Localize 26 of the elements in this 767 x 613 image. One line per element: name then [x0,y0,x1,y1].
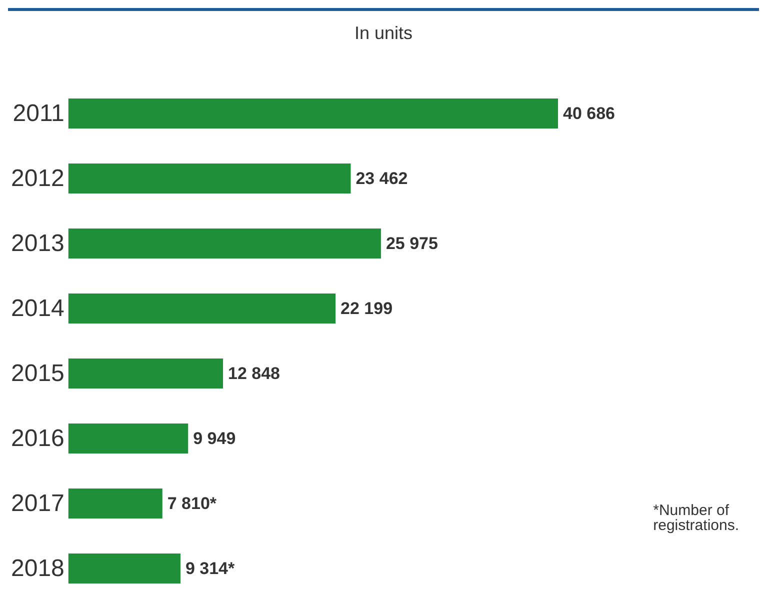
text: *Number of registrations. [653,502,740,534]
y-tick-label: 2011 [12,100,64,127]
y-tick-label: 2015 [11,360,64,387]
data-label: 25 975 [386,234,438,253]
bar [68,164,351,194]
bar [68,488,162,518]
bar [68,424,188,454]
data-label: 22 199 [340,299,393,318]
y-tick-label: 2017 [11,490,64,517]
data-label: 7 810* [167,494,217,513]
y-tick-label: 2013 [11,230,64,257]
y-tick-label: 2018 [11,555,64,582]
bar [68,98,558,128]
bar [68,228,381,258]
y-tick-label: 2016 [11,425,64,452]
y-tick-label: 2012 [11,165,64,192]
data-label: 40 686 [563,104,615,123]
chart-title: In units [354,23,413,43]
data-label: 23 462 [356,169,408,188]
data-label: 9 314* [185,559,236,578]
bar [68,358,223,388]
data-label: 9 949 [193,429,236,448]
y-tick-label: 2014 [11,295,64,322]
bar [68,554,180,584]
data-label: 12 848 [228,364,280,383]
bar [68,294,336,324]
